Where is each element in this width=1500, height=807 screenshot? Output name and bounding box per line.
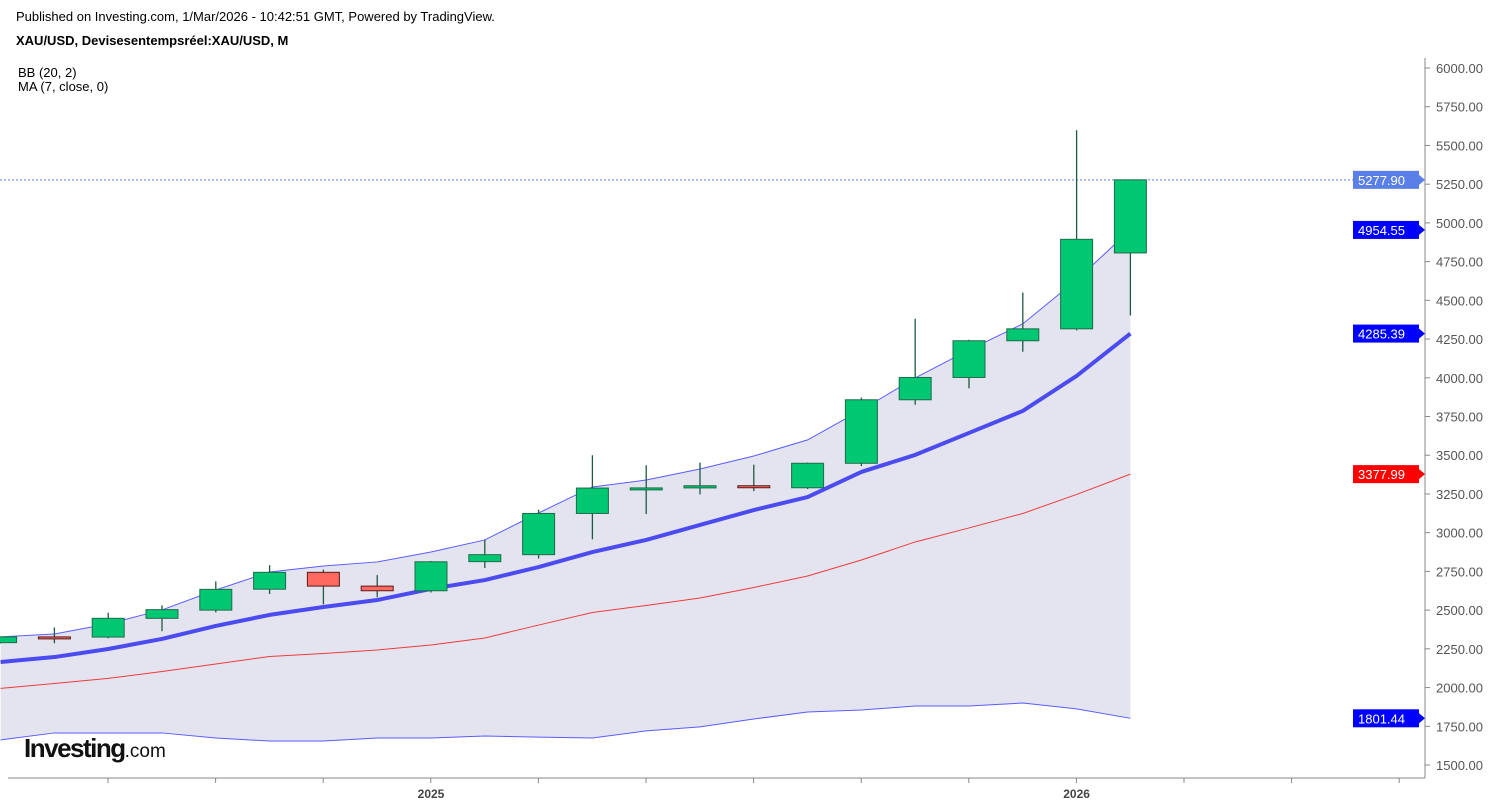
bollinger-band-fill: [0, 229, 1131, 741]
y-tick-label: 6000.00: [1436, 61, 1483, 76]
candle-body: [0, 636, 18, 644]
price-label-text: 5277.90: [1358, 173, 1405, 188]
price-label-text: 4954.55: [1358, 223, 1405, 238]
y-tick-label: 2250.00: [1436, 642, 1483, 657]
price-label-bb-lower: [1353, 709, 1419, 728]
price-label-pointer: [1419, 328, 1425, 339]
candle-body: [360, 585, 394, 592]
ma-line: [0, 332, 1132, 664]
y-tick-label: 5000.00: [1436, 216, 1483, 231]
candle-body: [199, 588, 233, 611]
candle-body: [683, 485, 717, 489]
y-tick-label: 5500.00: [1436, 138, 1483, 153]
price-label-pointer: [1419, 174, 1425, 185]
price-label-bb-basis: [1353, 465, 1419, 484]
y-tick-label: 2000.00: [1436, 681, 1483, 696]
candle-body: [737, 485, 771, 489]
candle-body: [898, 376, 932, 401]
candle-body: [629, 487, 663, 491]
candle-body: [253, 571, 287, 590]
price-label-last: [1353, 170, 1419, 189]
candle-body: [91, 617, 125, 638]
indicator-bb-label[interactable]: BB (20, 2): [18, 65, 77, 80]
y-tick-label: 5750.00: [1436, 100, 1483, 115]
y-tick-label: 4250.00: [1436, 332, 1483, 347]
y-tick-label: 3500.00: [1436, 448, 1483, 463]
price-axis-background: [1425, 0, 1500, 807]
price-label-text: 1801.44: [1358, 711, 1405, 726]
bb-lower-line: [0, 702, 1131, 742]
y-tick-label: 1750.00: [1436, 719, 1483, 734]
price-label-pointer: [1419, 224, 1425, 235]
time-axis-background: [0, 778, 1425, 807]
y-tick-label: 4750.00: [1436, 255, 1483, 270]
y-tick-label: 1500.00: [1436, 758, 1483, 773]
candle-body: [1060, 238, 1094, 330]
candle-body: [791, 462, 825, 489]
candle-body: [145, 609, 179, 619]
price-label-bb-upper: [1353, 220, 1419, 239]
y-tick-label: 2750.00: [1436, 564, 1483, 579]
candle-body: [952, 340, 986, 378]
candle-body: [37, 636, 71, 640]
candle-body: [844, 399, 878, 464]
indicator-ma-label[interactable]: MA (7, close, 0): [18, 79, 109, 94]
bb-upper-line: [0, 229, 1131, 638]
symbol-title: XAU/USD, Devisesentempsréel:XAU/USD, M: [16, 33, 289, 48]
y-tick-label: 4000.00: [1436, 371, 1483, 386]
candle-body: [306, 571, 340, 587]
y-tick-label: 2500.00: [1436, 603, 1483, 618]
price-label-pointer: [1419, 469, 1425, 480]
price-label-ma: [1353, 324, 1419, 343]
published-caption: Published on Investing.com, 1/Mar/2026 -…: [16, 9, 495, 24]
y-tick-label: 5250.00: [1436, 177, 1483, 192]
candle-body: [575, 487, 609, 514]
price-label-pointer: [1419, 713, 1425, 724]
bb-basis-line: [0, 473, 1131, 689]
y-tick-label: 3750.00: [1436, 410, 1483, 425]
candle-body: [468, 554, 502, 563]
y-tick-label: 4500.00: [1436, 293, 1483, 308]
y-tick-label: 3000.00: [1436, 526, 1483, 541]
candle-body: [1113, 179, 1147, 254]
y-tick-label: 3250.00: [1436, 487, 1483, 502]
candle-body: [414, 561, 448, 592]
price-label-text: 4285.39: [1358, 327, 1405, 342]
investing-logo: Investing.com: [24, 733, 166, 763]
candle-body: [522, 512, 556, 556]
price-label-text: 3377.99: [1358, 467, 1405, 482]
x-tick-label: 2026: [1063, 787, 1090, 801]
x-tick-label: 2025: [418, 787, 445, 801]
candle-body: [1006, 328, 1040, 342]
